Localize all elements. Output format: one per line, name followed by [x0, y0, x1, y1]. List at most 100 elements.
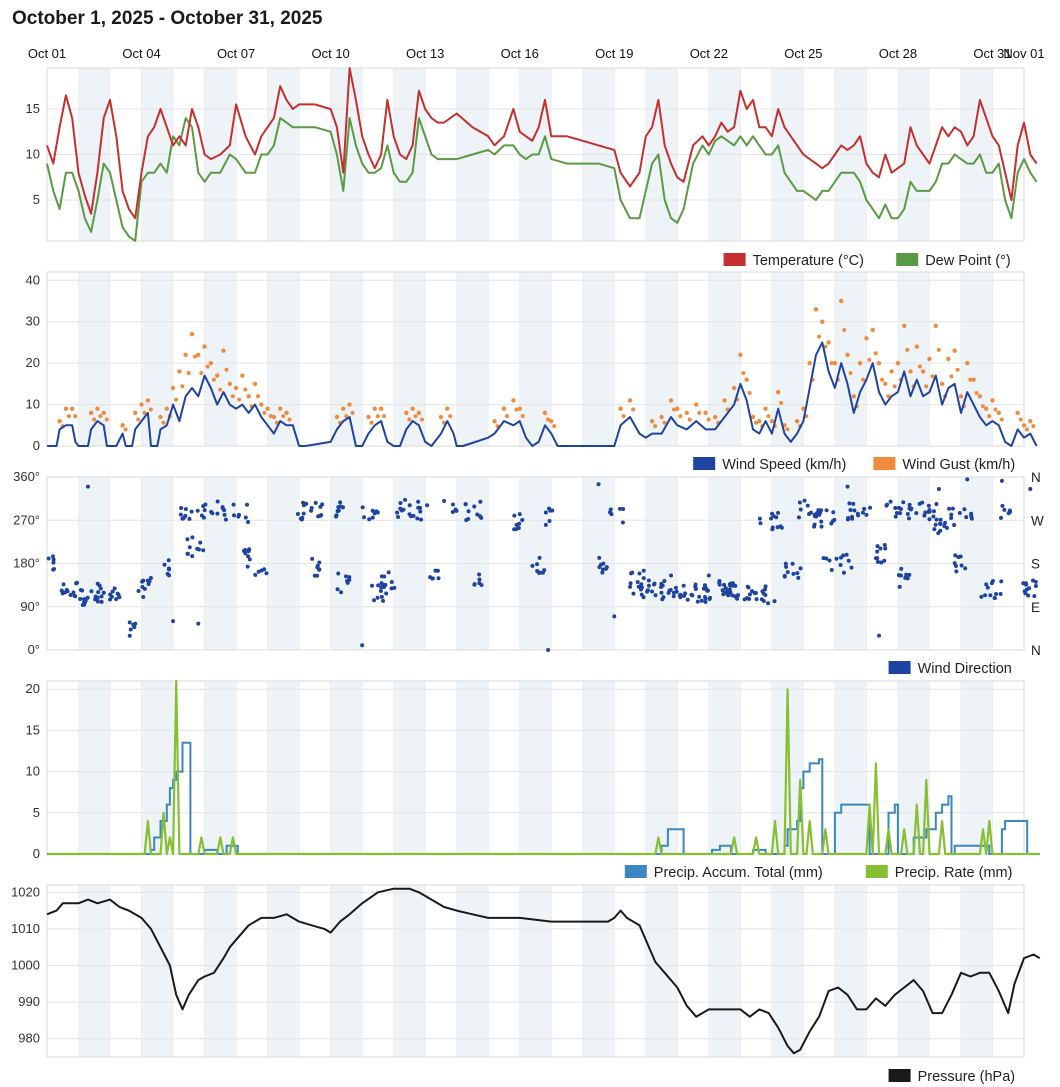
direction-point: [707, 597, 712, 602]
direction-point: [795, 571, 800, 576]
direction-point: [965, 477, 970, 482]
direction-point: [746, 585, 751, 590]
gust-point: [775, 389, 781, 395]
gust-point: [1015, 410, 1020, 416]
direction-point: [537, 555, 542, 560]
direction-point: [784, 564, 789, 569]
day-band: [834, 272, 867, 446]
day-band: [78, 681, 111, 854]
direction-point: [988, 593, 993, 598]
direction-point: [783, 561, 788, 566]
direction-point: [334, 513, 339, 518]
gust-point: [955, 367, 960, 372]
gust-point: [243, 387, 248, 392]
direction-point: [628, 581, 633, 586]
direction-point: [796, 515, 801, 520]
direction-point: [635, 579, 640, 584]
y-tick-label: 5: [33, 192, 40, 207]
y-tick-label: 40: [26, 272, 40, 287]
direction-point: [180, 516, 185, 521]
day-band: [519, 885, 552, 1057]
legend-swatch: [624, 865, 647, 878]
gust-point: [227, 381, 232, 387]
direction-point: [338, 504, 343, 509]
gust-point: [199, 371, 204, 376]
direction-point: [845, 517, 850, 522]
direction-point: [344, 574, 349, 579]
legend-label: Dew Point (°): [925, 253, 1011, 269]
direction-point: [860, 510, 865, 515]
gust-point: [999, 417, 1004, 422]
direction-point: [761, 598, 766, 603]
direction-point: [678, 592, 683, 597]
direction-point: [923, 510, 928, 515]
direction-point: [378, 589, 383, 594]
compass-label: E: [1031, 600, 1040, 615]
direction-point: [80, 602, 85, 607]
gust-point: [139, 402, 144, 407]
day-band: [267, 272, 300, 446]
gust-point: [927, 356, 932, 362]
gust-point: [88, 410, 94, 416]
direction-point: [703, 599, 708, 604]
direction-point: [776, 510, 781, 515]
legend-swatch: [865, 865, 888, 878]
day-band: [708, 272, 741, 446]
direction-point: [171, 619, 176, 624]
gust-point: [621, 414, 626, 419]
gust-point: [230, 394, 235, 399]
direction-point: [875, 556, 880, 561]
gust-point: [662, 420, 667, 425]
direction-point: [662, 578, 667, 583]
direction-point: [165, 571, 170, 576]
gust-point: [123, 427, 128, 432]
gust-point: [214, 373, 220, 378]
direction-point: [222, 512, 227, 517]
day-band: [582, 681, 615, 854]
day-band: [960, 272, 993, 446]
direction-point: [969, 514, 974, 519]
direction-point: [681, 583, 686, 588]
direction-point: [661, 595, 666, 600]
direction-point: [82, 597, 87, 602]
gust-point: [1031, 424, 1036, 429]
y-tick-label: 1020: [11, 884, 40, 899]
direction-point: [875, 549, 880, 554]
legend-swatch: [888, 1069, 911, 1082]
direction-point: [310, 556, 315, 561]
gust-point: [731, 385, 737, 391]
direction-point: [952, 523, 957, 528]
gust-point: [958, 394, 964, 399]
direction-point: [520, 518, 525, 523]
direction-point: [938, 517, 943, 522]
gust-point: [684, 410, 689, 416]
direction-point: [782, 574, 787, 579]
gust-point: [993, 407, 998, 412]
gust-point: [965, 360, 970, 366]
direction-point: [145, 578, 150, 583]
direction-point: [600, 567, 605, 572]
direction-point: [215, 499, 220, 504]
gust-point: [180, 384, 185, 389]
gust-point: [842, 328, 847, 332]
direction-point: [336, 571, 341, 576]
direction-point: [535, 562, 540, 567]
direction-point: [989, 581, 994, 586]
gust-point: [252, 381, 258, 387]
direction-point: [1028, 487, 1033, 492]
gust-point: [378, 406, 384, 411]
gust-point: [161, 420, 166, 425]
direction-point: [824, 556, 829, 561]
plot-frame: [46, 476, 1025, 651]
direction-point: [71, 590, 76, 595]
direction-point: [95, 595, 100, 600]
direction-point: [641, 595, 646, 600]
direction-point: [477, 514, 482, 519]
gust-point: [164, 406, 169, 411]
direction-point: [1032, 594, 1037, 599]
gust-point: [208, 360, 214, 366]
direction-point: [338, 500, 343, 505]
direction-point: [259, 568, 264, 573]
direction-point: [802, 498, 807, 503]
day-band: [960, 681, 993, 854]
